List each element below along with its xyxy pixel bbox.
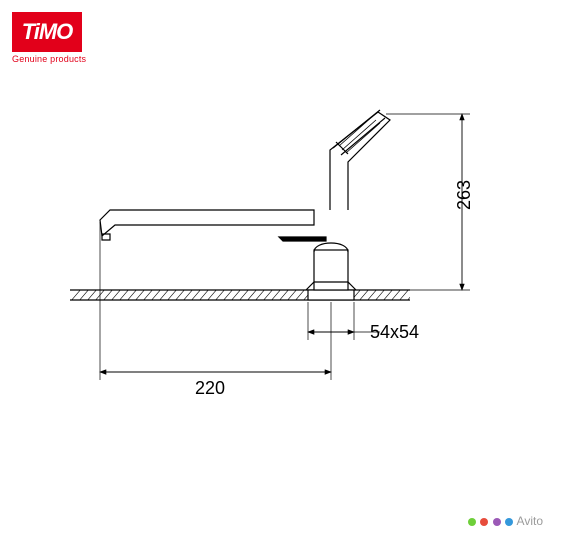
avito-watermark: Avito bbox=[468, 514, 543, 528]
dim-base: 54x54 bbox=[308, 322, 419, 342]
faucet-spout bbox=[100, 210, 314, 240]
logo-text: TiMO bbox=[22, 19, 73, 45]
dim-base-label: 54x54 bbox=[370, 322, 419, 342]
avito-text: Avito bbox=[517, 514, 543, 528]
avito-dot-1 bbox=[468, 518, 476, 526]
logo-tagline: Genuine products bbox=[12, 54, 86, 64]
dim-width: 220 bbox=[100, 372, 331, 398]
avito-dot-2 bbox=[480, 518, 488, 526]
brand-logo: TiMO Genuine products bbox=[12, 12, 86, 64]
diagram-svg: 220 54x54 263 bbox=[30, 90, 530, 450]
avito-dot-3 bbox=[493, 518, 501, 526]
hand-shower bbox=[330, 110, 390, 210]
dim-height-label: 263 bbox=[454, 180, 474, 210]
logo-box: TiMO bbox=[12, 12, 82, 52]
dimension-diagram: 220 54x54 263 bbox=[30, 90, 530, 450]
dim-width-label: 220 bbox=[195, 378, 225, 398]
avito-dot-4 bbox=[505, 518, 513, 526]
dim-height: 263 bbox=[454, 114, 474, 290]
